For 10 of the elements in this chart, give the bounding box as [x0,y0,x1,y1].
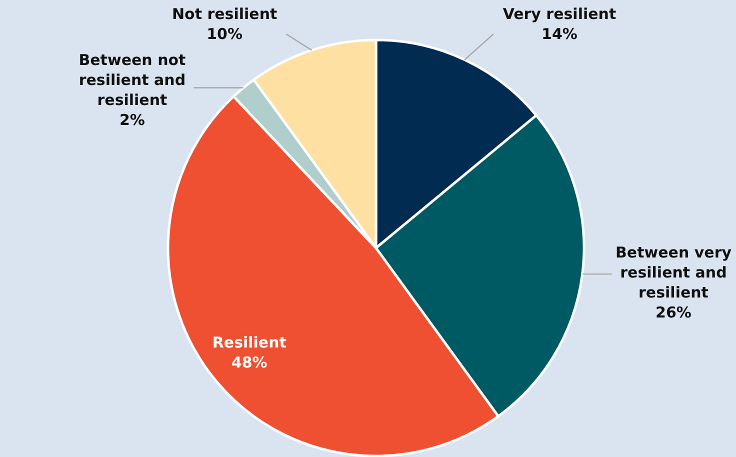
slice-label: Between very resilient and resilient [615,244,732,302]
data-label: 14% [542,25,578,43]
data-label: 10% [206,25,243,43]
slice-label: Between not resilient and resilient [78,51,186,109]
data-label: 48% [231,354,268,372]
slice-label: Very resilient [502,5,616,23]
slice-label: Resilient [212,334,286,352]
data-label: 2% [119,111,145,129]
slice-label: Not resilient [172,5,278,23]
data-label: 26% [656,304,692,322]
